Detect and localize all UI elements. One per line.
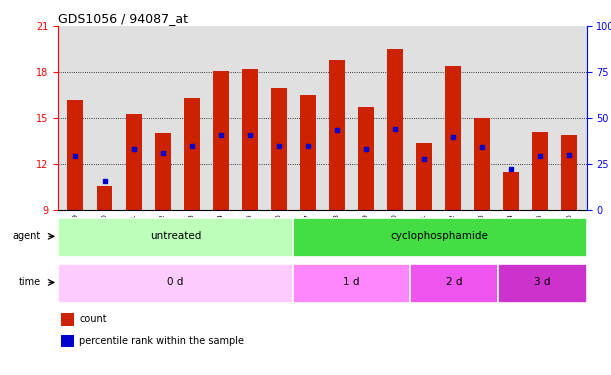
Text: agent: agent bbox=[12, 231, 40, 242]
Text: GDS1056 / 94087_at: GDS1056 / 94087_at bbox=[58, 12, 188, 25]
Bar bbox=[387, 49, 403, 210]
Bar bbox=[503, 172, 519, 210]
Bar bbox=[67, 100, 84, 210]
Bar bbox=[58, 264, 293, 303]
Text: 3 d: 3 d bbox=[534, 278, 551, 288]
Bar bbox=[242, 69, 258, 210]
Bar bbox=[329, 60, 345, 210]
Bar bbox=[58, 218, 293, 256]
Bar bbox=[97, 186, 112, 210]
Text: count: count bbox=[79, 314, 107, 324]
Bar bbox=[300, 95, 316, 210]
Bar bbox=[561, 135, 577, 210]
Text: time: time bbox=[18, 278, 40, 288]
Text: 2 d: 2 d bbox=[446, 278, 463, 288]
Bar bbox=[213, 70, 229, 210]
Bar bbox=[271, 87, 287, 210]
Bar bbox=[445, 66, 461, 210]
Bar bbox=[293, 264, 411, 303]
Bar bbox=[499, 264, 587, 303]
Text: 0 d: 0 d bbox=[167, 278, 184, 288]
Bar bbox=[60, 313, 74, 326]
Text: 1 d: 1 d bbox=[343, 278, 360, 288]
Bar bbox=[155, 134, 170, 210]
Bar bbox=[60, 334, 74, 347]
Bar bbox=[358, 107, 374, 210]
Bar bbox=[126, 114, 142, 210]
Text: untreated: untreated bbox=[150, 231, 201, 242]
Bar bbox=[532, 132, 548, 210]
Bar bbox=[474, 118, 490, 210]
Bar bbox=[184, 98, 200, 210]
Bar bbox=[416, 142, 432, 210]
Bar bbox=[293, 218, 587, 256]
Bar bbox=[411, 264, 499, 303]
Text: percentile rank within the sample: percentile rank within the sample bbox=[79, 336, 244, 346]
Text: cyclophosphamide: cyclophosphamide bbox=[391, 231, 489, 242]
